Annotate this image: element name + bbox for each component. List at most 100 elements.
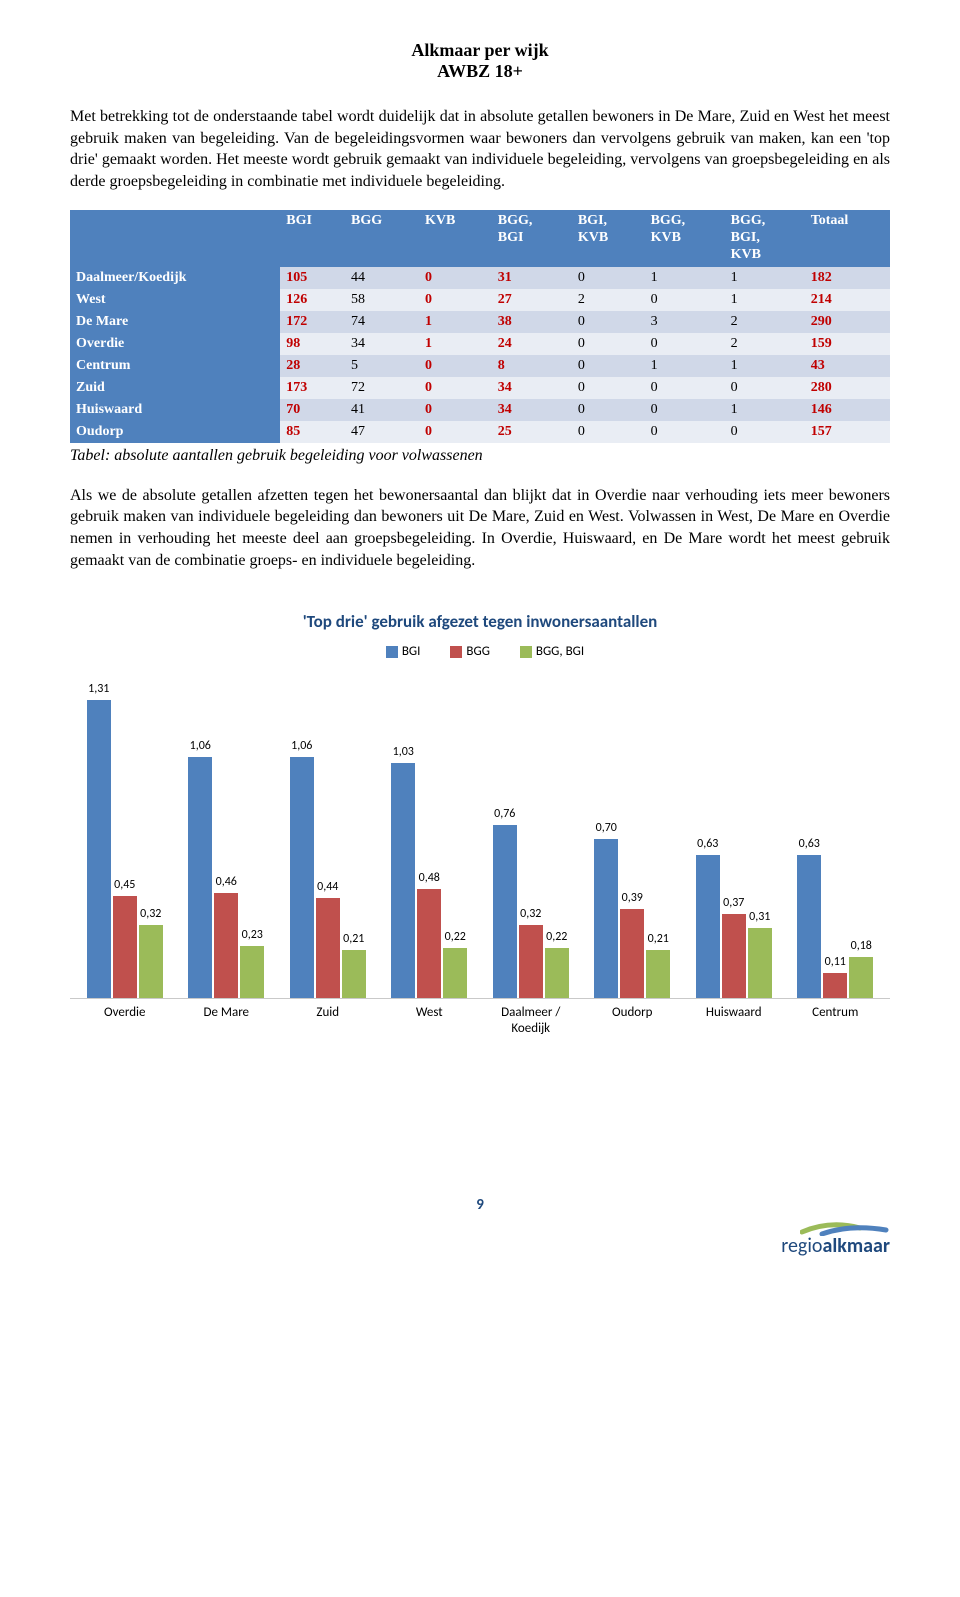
chart-bar: 0,45 (113, 896, 137, 999)
table-cell: 0 (419, 421, 492, 443)
chart-bar: 0,63 (797, 855, 821, 999)
chart-x-axis: OverdieDe MareZuidWestDaalmeer /KoedijkO… (70, 999, 890, 1036)
analysis-paragraph: Als we de absolute getallen afzetten teg… (70, 485, 890, 571)
chart-bar-group: 1,03 0,48 0,22 (379, 679, 481, 998)
table-cell: 27 (492, 289, 572, 311)
table-row: Oudorp8547025000157 (70, 421, 890, 443)
table-cell: 44 (345, 267, 419, 289)
table-cell: 146 (805, 399, 890, 421)
table-caption: Tabel: absolute aantallen gebruik begele… (70, 447, 890, 465)
table-header-cell: Totaal (805, 210, 890, 266)
legend-item: BGG (440, 644, 489, 659)
chart-bar-label: 0,45 (114, 878, 135, 892)
chart-bar-label: 0,76 (494, 807, 515, 821)
chart-bar: 0,46 (214, 893, 238, 998)
legend-item: BGG, BGI (510, 644, 584, 659)
chart-bar: 0,22 (545, 948, 569, 998)
page-footer: 9 regioalkmaar (70, 1196, 890, 1256)
chart-bar: 0,11 (823, 973, 847, 998)
table-cell: 0 (572, 377, 645, 399)
table-cell: 182 (805, 267, 890, 289)
table-cell: 8 (492, 355, 572, 377)
chart-bar-group: 1,060,440,21 (277, 679, 379, 998)
table-cell: 5 (345, 355, 419, 377)
chart-bar: 0,21 (646, 950, 670, 998)
table-header-cell: BGG,BGI (492, 210, 572, 266)
table-header-cell: BGG,KVB (645, 210, 725, 266)
chart-x-label: West (379, 1005, 481, 1036)
table-row: Overdie9834124002159 (70, 333, 890, 355)
chart-bar-group: 1,310,450,32 (74, 679, 176, 998)
table-cell: 1 (725, 355, 805, 377)
chart-legend: BGI BGG BGG, BGI (70, 644, 890, 659)
table-cell: 1 (419, 333, 492, 355)
page-title: Alkmaar per wijk AWBZ 18+ (70, 40, 890, 82)
chart-bar-label: 0,44 (317, 880, 338, 894)
legend-swatch (450, 646, 462, 658)
table-cell: 172 (280, 311, 345, 333)
chart-x-label: Huiswaard (683, 1005, 785, 1036)
table-row: Centrum2850801143 (70, 355, 890, 377)
chart-bar: 0,23 (240, 946, 264, 998)
table-cell: 1 (645, 355, 725, 377)
table-cell: 0 (419, 399, 492, 421)
chart-bar-label: 1,06 (190, 739, 211, 753)
chart-bar-label: 0,48 (419, 871, 440, 885)
table-cell: 2 (725, 333, 805, 355)
table-cell: 43 (805, 355, 890, 377)
table-row-label: West (70, 289, 280, 311)
table-header-cell: BGI,KVB (572, 210, 645, 266)
chart-bar: 0,70 (594, 839, 618, 999)
chart-x-label: Daalmeer /Koedijk (480, 1005, 582, 1036)
chart-bar-group: 0,630,110,18 (785, 679, 887, 998)
chart-bar: 0,32 (139, 925, 163, 998)
table-cell: 1 (725, 267, 805, 289)
table-cell: 105 (280, 267, 345, 289)
legend-swatch (386, 646, 398, 658)
table-cell: 0 (572, 355, 645, 377)
table-cell: 0 (572, 421, 645, 443)
table-row: Huiswaard7041034001146 (70, 399, 890, 421)
chart-x-label: Overdie (74, 1005, 176, 1036)
table-cell: 3 (645, 311, 725, 333)
table-cell: 1 (725, 289, 805, 311)
legend-item: BGI (376, 644, 421, 659)
table-header-cell: BGG (345, 210, 419, 266)
chart-bar: 0,48 (417, 889, 441, 998)
table-cell: 157 (805, 421, 890, 443)
table-row: De Mare17274138032290 (70, 311, 890, 333)
table-cell: 85 (280, 421, 345, 443)
chart-bar-label: 0,22 (445, 930, 466, 944)
chart-bar-group: 1,06 0,460,23 (176, 679, 278, 998)
table-cell: 0 (419, 267, 492, 289)
chart-bar-label: 0,63 (697, 837, 718, 851)
table-cell: 159 (805, 333, 890, 355)
table-cell: 1 (419, 311, 492, 333)
chart-bar-label: 0,37 (723, 896, 744, 910)
table-cell: 41 (345, 399, 419, 421)
table-cell: 28 (280, 355, 345, 377)
chart-bar-label: 0,32 (520, 907, 541, 921)
chart-bar-label: 0,11 (825, 955, 846, 969)
chart-bar-label: 1,31 (88, 682, 109, 696)
table-cell: 0 (645, 333, 725, 355)
table-cell: 126 (280, 289, 345, 311)
logo-text-alkmaar: alkmaar (822, 1234, 890, 1258)
table-cell: 280 (805, 377, 890, 399)
chart-x-label: De Mare (176, 1005, 278, 1036)
chart-x-label: Centrum (785, 1005, 887, 1036)
chart-bar-label: 1,03 (393, 745, 414, 759)
table-cell: 0 (572, 311, 645, 333)
table-row-label: Daalmeer/Koedijk (70, 267, 280, 289)
table-cell: 2 (572, 289, 645, 311)
table-header-cell: KVB (419, 210, 492, 266)
chart-bar: 1,31 (87, 700, 111, 998)
chart-bar: 0,31 (748, 928, 772, 999)
table-row: Zuid17372034000280 (70, 377, 890, 399)
chart-bar-group: 0,70 0,39 0,21 (582, 679, 684, 998)
chart-bar-label: 0,39 (622, 891, 643, 905)
table-cell: 0 (419, 289, 492, 311)
intro-paragraph: Met betrekking tot de onderstaande tabel… (70, 106, 890, 192)
table-row: Daalmeer/Koedijk10544031011182 (70, 267, 890, 289)
chart-bar-label: 1,06 (291, 739, 312, 753)
